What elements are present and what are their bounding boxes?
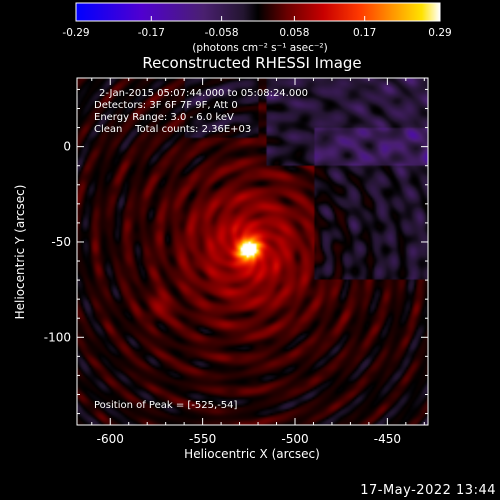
peak-position-label: Position of Peak = [-525,-54] [94,400,238,411]
colorbar-tick-label: 0.058 [279,27,309,39]
y-tick-label: -100 [44,330,71,344]
annotation-detectors: Detectors: 3F 6F 7F 9F, Att 0 [94,100,238,111]
image-raster [77,78,428,425]
y-axis-label: Heliocentric Y (arcsec) [13,185,27,320]
x-tick-label: -500 [281,432,308,446]
annotation-block: 2-Jan-2015 05:07:44.000 to 05:08:24.000 … [94,88,308,411]
annotation-energy-range: Energy Range: 3.0 - 6.0 keV [94,112,234,123]
colorbar-tick-label: 0.29 [428,27,451,39]
plot-frame [76,77,429,426]
chart-title: Reconstructed RHESSI Image [142,54,361,72]
x-tick-label: -550 [189,432,216,446]
colorbar: -0.29 -0.17 -0.058 0.058 0.17 0.29 (photons c… [62,2,452,54]
colorbar-tick-label: -0.058 [205,27,239,39]
annotation-time-range: 2-Jan-2015 05:07:44.000 to 05:08:24.000 [99,88,308,99]
heatmap-image [77,78,428,425]
x-axis-ticks: -600 -550 -500 -450 [91,78,425,446]
x-tick-label: -450 [374,432,401,446]
colorbar-gradient [75,2,441,22]
colorbar-tick-label: 0.17 [353,27,376,39]
timestamp: 17-May-2022 13:44 [360,483,496,498]
x-tick-label: -600 [97,432,124,446]
y-axis-ticks: 0 -50 -100 [44,88,428,415]
colorbar-unit-label: (photons cm⁻² s⁻¹ asec⁻²) [192,42,327,54]
y-tick-label: -50 [51,235,71,249]
annotation-clean-counts: Clean Total counts: 2.36E+03 [94,124,251,135]
x-axis-label: Heliocentric X (arcsec) [184,447,320,461]
y-tick-label: 0 [63,140,71,154]
colorbar-tick-label: -0.17 [138,27,165,39]
colorbar-ticks: -0.29 -0.17 -0.058 0.058 0.17 0.29 [62,16,452,39]
colorbar-tick-label: -0.29 [62,27,89,39]
